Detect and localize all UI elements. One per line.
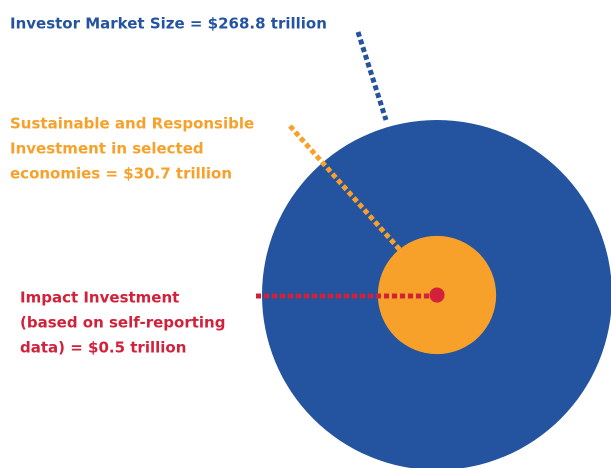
label-line: Investor Market Size = $268.8 trillion bbox=[10, 15, 327, 33]
label-line: Sustainable and Responsible bbox=[10, 115, 254, 133]
label-line: (based on self-reporting bbox=[20, 314, 225, 332]
leader-line bbox=[355, 31, 389, 121]
label-line: Investment in selected bbox=[10, 140, 204, 158]
label-line: Impact Investment bbox=[20, 289, 179, 307]
leader-line bbox=[288, 124, 402, 252]
label-line: data) = $0.5 trillion bbox=[20, 339, 186, 357]
label-line: economies = $30.7 trillion bbox=[10, 165, 232, 183]
